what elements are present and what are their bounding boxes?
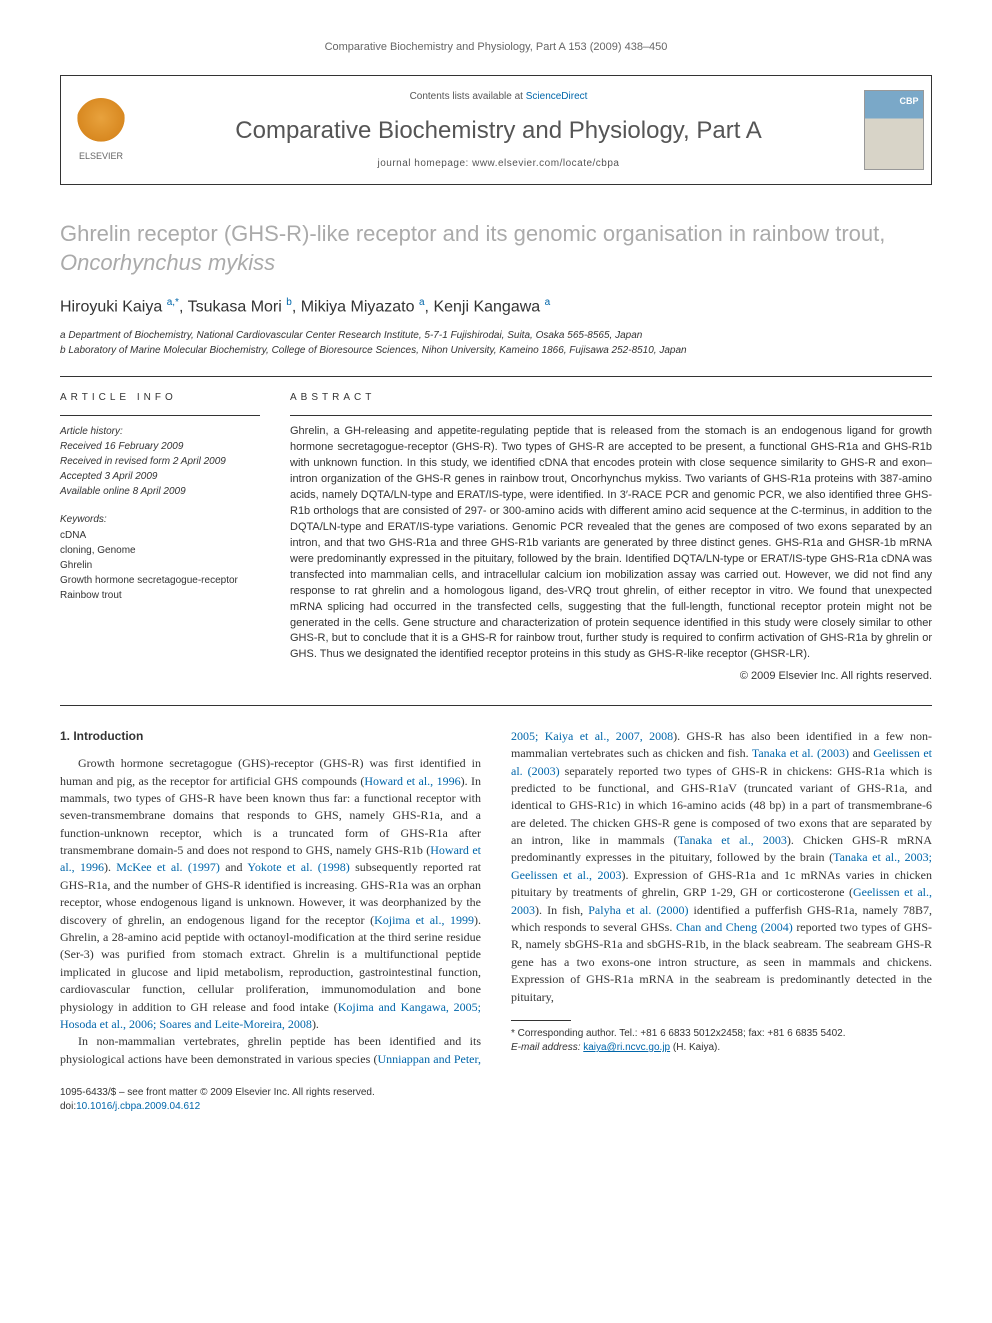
author-3-marks: a [419, 297, 425, 308]
email-label: E-mail address: [511, 1042, 583, 1053]
cover-image-icon [864, 90, 924, 170]
corr-email-link[interactable]: kaiya@ri.ncvc.go.jp [583, 1042, 670, 1053]
keyword-1: cDNA [60, 528, 260, 543]
abstract-column: ABSTRACT Ghrelin, a GH-releasing and app… [290, 391, 932, 684]
abstract-heading: ABSTRACT [290, 391, 932, 405]
ref-mckee-1997[interactable]: McKee et al. (1997) [116, 860, 220, 874]
author-2: Tsukasa Mori [188, 298, 282, 315]
p1-g: ). [312, 1017, 319, 1031]
ref-palyha-2000[interactable]: Palyha et al. (2000) [588, 903, 688, 917]
affiliation-a: a Department of Biochemistry, National C… [60, 328, 932, 343]
abstract-rule [290, 415, 932, 416]
doi-prefix: doi: [60, 1101, 76, 1112]
doi-link[interactable]: 10.1016/j.cbpa.2009.04.612 [76, 1101, 200, 1112]
history-online: Available online 8 April 2009 [60, 486, 186, 497]
p2-c: and [849, 746, 873, 760]
email-tail: (H. Kaiya). [670, 1042, 720, 1053]
ref-kojima-1999[interactable]: Kojima et al., 1999 [374, 913, 474, 927]
history-received: Received 16 February 2009 [60, 441, 183, 452]
article-title-italic: Oncorhynchus mykiss [60, 250, 275, 275]
author-1: Hiroyuki Kaiya [60, 298, 162, 315]
author-list: Hiroyuki Kaiya a,*, Tsukasa Mori b, Miki… [60, 296, 932, 319]
p1-f: ). Ghrelin, a 28-amino acid peptide with… [60, 913, 481, 1014]
history-accepted: Accepted 3 April 2009 [60, 471, 157, 482]
masthead-center: Contents lists available at ScienceDirec… [141, 76, 856, 184]
article-title: Ghrelin receptor (GHS-R)-like receptor a… [60, 220, 932, 277]
journal-title: Comparative Biochemistry and Physiology,… [235, 114, 761, 148]
p2-g: ). In fish, [535, 903, 588, 917]
ref-yokote-1998[interactable]: Yokote et al. (1998) [247, 860, 349, 874]
keyword-2: cloning, Genome [60, 543, 260, 558]
journal-cover-thumb [856, 76, 931, 184]
footnote-separator [511, 1020, 571, 1021]
author-2-marks: b [286, 297, 292, 308]
ref-chan-cheng-2004[interactable]: Chan and Cheng (2004) [676, 920, 793, 934]
publisher-logo: ELSEVIER [61, 76, 141, 184]
keywords-block: Keywords: cDNA cloning, Genome Ghrelin G… [60, 513, 260, 603]
keyword-4: Growth hormone secretagogue-receptor [60, 573, 260, 588]
keywords-list: cDNA cloning, Genome Ghrelin Growth horm… [60, 528, 260, 603]
history-label: Article history: [60, 424, 260, 439]
ref-tanaka-2003-b[interactable]: Tanaka et al., 2003 [678, 833, 787, 847]
footer-left: 1095-6433/$ – see front matter © 2009 El… [60, 1086, 375, 1114]
section-heading-intro: 1. Introduction [60, 728, 481, 745]
contents-available-line: Contents lists available at ScienceDirec… [410, 90, 588, 104]
info-abstract-row: ARTICLE INFO Article history: Received 1… [60, 377, 932, 704]
p1-c: ). [104, 860, 116, 874]
keyword-3: Ghrelin [60, 558, 260, 573]
doi-line: doi:10.1016/j.cbpa.2009.04.612 [60, 1100, 375, 1114]
body-text: 1. Introduction Growth hormone secretago… [60, 728, 932, 1068]
elsevier-tree-icon [76, 98, 126, 148]
running-header: Comparative Biochemistry and Physiology,… [60, 40, 932, 55]
keywords-label: Keywords: [60, 513, 260, 527]
corr-email-line: E-mail address: kaiya@ri.ncvc.go.jp (H. … [511, 1041, 932, 1055]
journal-homepage: journal homepage: www.elsevier.com/locat… [377, 157, 619, 171]
author-4-marks: a [545, 297, 551, 308]
affiliation-b: b Laboratory of Marine Molecular Biochem… [60, 343, 932, 358]
article-title-text: Ghrelin receptor (GHS-R)-like receptor a… [60, 221, 885, 246]
corr-author-line: * Corresponding author. Tel.: +81 6 6833… [511, 1027, 932, 1041]
body-para-1: Growth hormone secretagogue (GHS)-recept… [60, 755, 481, 1033]
info-rule-1 [60, 415, 260, 416]
article-info-column: ARTICLE INFO Article history: Received 1… [60, 391, 260, 684]
front-matter-line: 1095-6433/$ – see front matter © 2009 El… [60, 1086, 375, 1100]
abstract-text: Ghrelin, a GH-releasing and appetite-reg… [290, 424, 932, 663]
article-info-heading: ARTICLE INFO [60, 391, 260, 405]
masthead: ELSEVIER Contents lists available at Sci… [60, 75, 932, 185]
author-1-marks: a,* [167, 297, 179, 308]
contents-prefix: Contents lists available at [410, 91, 526, 102]
p1-d: and [220, 860, 248, 874]
history-revised: Received in revised form 2 April 2009 [60, 456, 226, 467]
publisher-name: ELSEVIER [79, 150, 123, 163]
author-4: Kenji Kangawa [433, 298, 540, 315]
rule-bottom [60, 705, 932, 706]
ref-howard-1996-a[interactable]: Howard et al., 1996 [364, 774, 460, 788]
author-3: Mikiya Miyazato [301, 298, 415, 315]
abstract-copyright: © 2009 Elsevier Inc. All rights reserved… [290, 669, 932, 684]
affiliations: a Department of Biochemistry, National C… [60, 328, 932, 358]
sciencedirect-link[interactable]: ScienceDirect [526, 91, 588, 102]
article-history: Article history: Received 16 February 20… [60, 424, 260, 499]
keyword-5: Rainbow trout [60, 588, 260, 603]
corresponding-author-footnote: * Corresponding author. Tel.: +81 6 6833… [511, 1027, 932, 1055]
page-footer: 1095-6433/$ – see front matter © 2009 El… [60, 1086, 932, 1114]
ref-tanaka-2003-a[interactable]: Tanaka et al. (2003) [752, 746, 849, 760]
